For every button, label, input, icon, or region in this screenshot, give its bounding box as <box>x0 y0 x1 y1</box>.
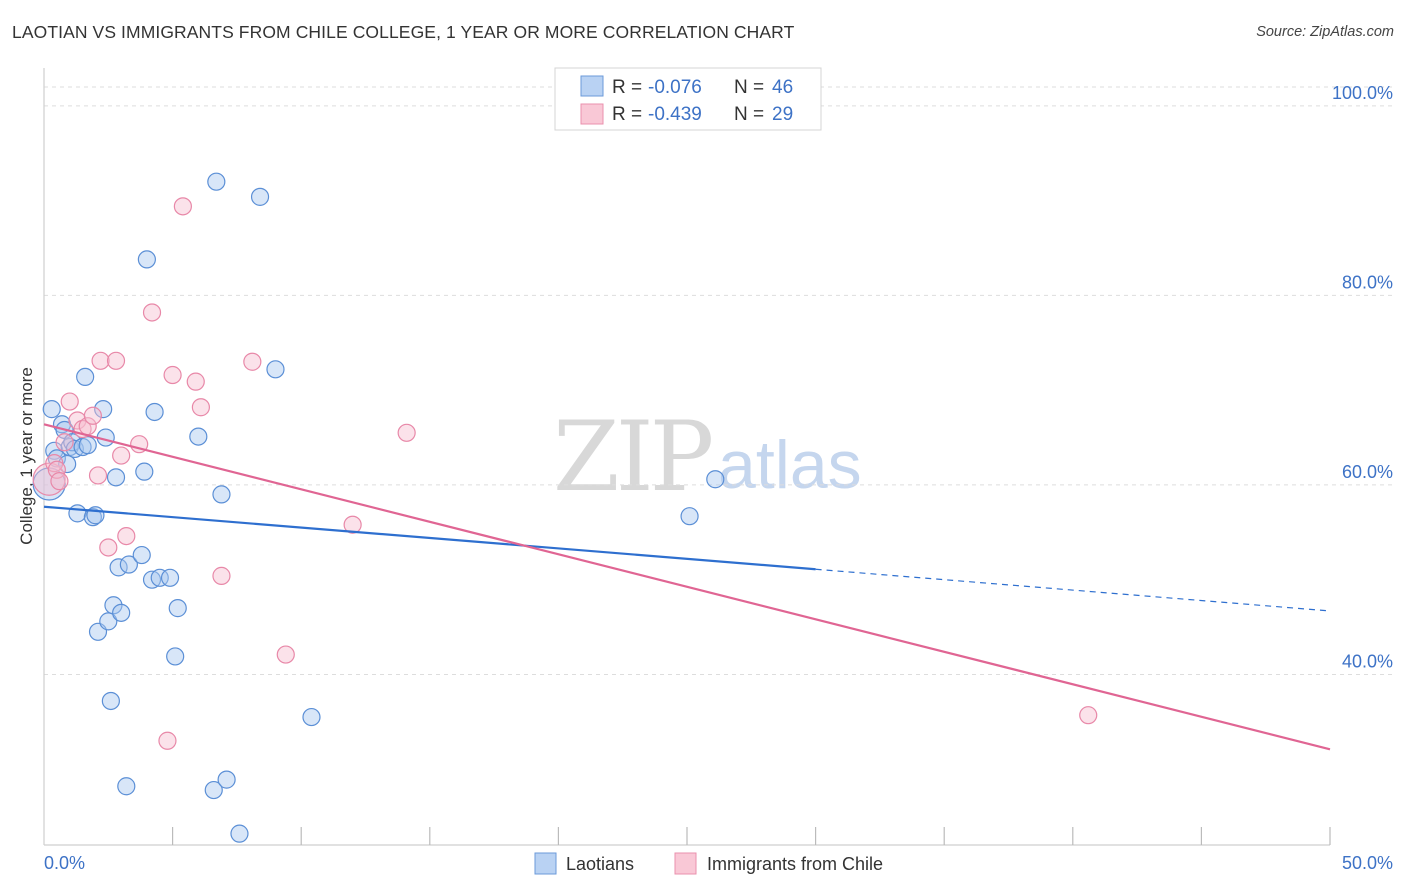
data-point <box>706 470 725 489</box>
data-point <box>117 777 136 796</box>
legend-r-label-1: R = <box>612 77 642 98</box>
source-credit: Source: ZipAtlas.com <box>1256 24 1394 40</box>
y-tick-labels: 40.0% 60.0% 80.0% 100.0% <box>1332 83 1393 672</box>
data-point <box>145 402 164 422</box>
data-point <box>230 824 249 843</box>
data-point <box>142 303 162 322</box>
data-point <box>109 558 128 577</box>
data-point <box>132 545 151 565</box>
data-point <box>212 566 231 585</box>
x-ticks <box>172 827 1331 845</box>
data-point <box>50 472 69 491</box>
legend-n-label-2: N = <box>734 104 764 125</box>
data-point <box>302 707 321 727</box>
trendlines <box>43 423 1331 751</box>
data-point <box>119 555 138 574</box>
data-point <box>166 647 185 666</box>
legend-n-label-1: N = <box>734 77 764 98</box>
correlation-legend: R = -0.076 N = 46 R = -0.439 N = 29 <box>554 67 822 131</box>
data-point <box>78 436 97 455</box>
data-point <box>276 645 295 664</box>
trendline-chile <box>43 423 1331 751</box>
data-point <box>680 507 699 526</box>
y-tick-label: 80.0% <box>1342 272 1393 292</box>
data-point <box>343 515 362 534</box>
legend-r-value-2: -0.439 <box>648 104 702 125</box>
data-point <box>68 504 87 523</box>
data-point <box>47 460 66 479</box>
data-point <box>104 596 123 615</box>
series-legend-label-laotians: Laotians <box>566 854 634 874</box>
data-point <box>42 400 61 419</box>
data-point <box>207 172 226 191</box>
data-point <box>158 731 177 750</box>
data-point <box>91 351 110 370</box>
data-point <box>212 485 231 504</box>
data-point <box>168 599 187 618</box>
y-axis-label: College, 1 year or more <box>17 367 36 545</box>
gridlines <box>44 86 1392 675</box>
data-point <box>137 250 156 269</box>
data-point <box>135 462 154 481</box>
series-legend-label-chile: Immigrants from Chile <box>707 854 883 874</box>
data-point <box>160 568 180 587</box>
data-point <box>83 508 102 527</box>
data-point <box>112 446 131 465</box>
legend-r-label-2: R = <box>612 104 642 125</box>
data-point <box>99 538 118 557</box>
data-point <box>150 568 169 587</box>
data-point <box>250 187 270 206</box>
watermark-zip: ZIP <box>553 401 712 513</box>
data-point <box>204 780 223 800</box>
data-point <box>101 691 120 711</box>
data-point <box>76 367 95 387</box>
data-point <box>55 433 74 452</box>
data-point <box>60 392 79 411</box>
trendline-laotians <box>43 505 816 571</box>
watermark: ZIP atlas <box>553 401 862 513</box>
data-point <box>106 351 126 370</box>
data-point <box>186 372 205 391</box>
chile-points <box>32 197 1098 750</box>
series-legend-swatch-laotians <box>534 852 557 875</box>
data-point <box>191 398 210 417</box>
data-point <box>106 468 126 487</box>
y-tick-label: 100.0% <box>1332 83 1393 103</box>
trendline-laotians-extension <box>815 568 1331 612</box>
legend-r-value-1: -0.076 <box>648 77 702 98</box>
x-tick-label-max: 50.0% <box>1342 853 1393 873</box>
data-point <box>88 466 108 485</box>
data-point <box>1079 706 1098 725</box>
data-point <box>99 612 118 631</box>
legend-swatch-chile <box>580 103 604 125</box>
data-point <box>217 770 236 789</box>
series-legend: Laotians Immigrants from Chile <box>534 852 883 875</box>
chart-title: LAOTIAN VS IMMIGRANTS FROM CHILE COLLEGE… <box>12 22 795 42</box>
data-point <box>112 603 131 622</box>
legend-swatch-laotians <box>580 75 604 97</box>
data-point <box>94 400 113 419</box>
data-point <box>173 197 192 216</box>
series-legend-swatch-chile <box>674 852 697 875</box>
data-point <box>243 352 262 371</box>
data-point <box>83 406 102 425</box>
watermark-atlas: atlas <box>718 427 862 503</box>
legend-n-value-1: 46 <box>772 77 793 98</box>
data-point <box>163 365 182 385</box>
data-point <box>117 526 136 546</box>
y-tick-label: 60.0% <box>1342 462 1393 482</box>
data-point <box>266 360 285 379</box>
legend-n-value-2: 29 <box>772 104 793 125</box>
y-tick-label: 40.0% <box>1342 651 1393 671</box>
data-point <box>189 427 208 446</box>
x-tick-label-min: 0.0% <box>44 853 85 873</box>
data-point <box>86 506 105 525</box>
data-point <box>397 423 416 442</box>
